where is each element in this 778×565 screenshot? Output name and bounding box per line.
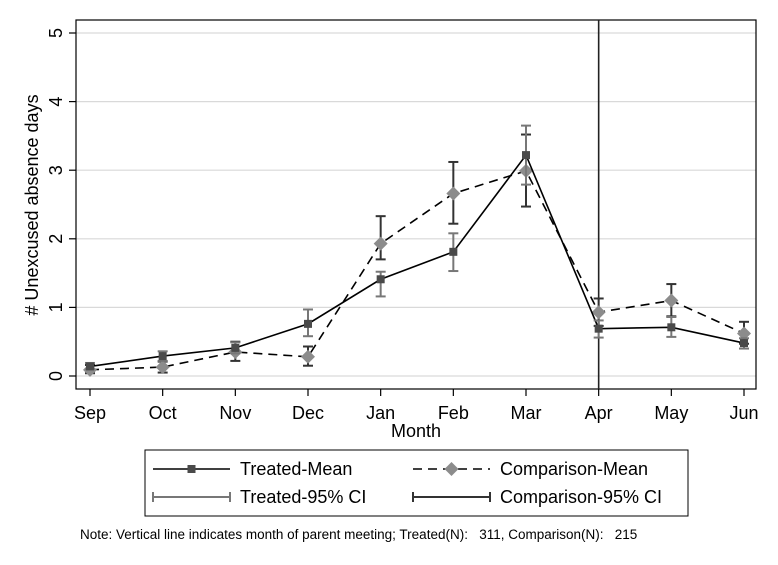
treated-mean-point (449, 247, 458, 256)
comparison-series (83, 133, 751, 377)
legend-item-treated-mean: Treated-Mean (153, 459, 352, 479)
comparison-mean-point (737, 326, 751, 341)
treated-mean-point (594, 324, 603, 333)
x-tick-label: Mar (511, 403, 542, 423)
legend: Treated-Mean Comparison-Mean Treated-95% C… (144, 449, 689, 517)
y-axis-ticks: 0 1 2 3 4 5 (46, 28, 76, 381)
comparison-mean-point (155, 360, 170, 375)
y-tick-label: 4 (46, 97, 66, 107)
x-tick-label: Sep (74, 403, 106, 423)
legend-item-treated-ci: Treated-95% CI (152, 487, 366, 507)
y-tick-label: 0 (46, 371, 66, 381)
treated-mean-point (667, 323, 676, 332)
treated-mean-point (231, 343, 240, 352)
x-tick-label: May (654, 403, 688, 423)
treated-series (85, 124, 749, 371)
series-layer (83, 124, 751, 377)
legend-item-comparison-ci: Comparison-95% CI (412, 487, 662, 507)
comparison-ci-label: Comparison-95% CI (500, 487, 662, 507)
x-tick-label: Jun (729, 403, 758, 423)
x-axis-ticks: Sep Oct Nov Dec Jan Feb Mar Apr May Jun (74, 389, 759, 423)
y-tick-label: 5 (46, 28, 66, 38)
comparison-mean-point (591, 305, 606, 320)
x-tick-label: Feb (438, 403, 469, 423)
treated-mean-label: Treated-Mean (240, 459, 352, 479)
x-tick-label: Nov (219, 403, 251, 423)
y-axis-title: # Unexcused absence days (22, 94, 42, 315)
comparison-mean-point (664, 293, 679, 308)
x-tick-label: Oct (149, 403, 177, 423)
legend-item-comparison-mean: Comparison-Mean (413, 459, 648, 479)
treated-mean-point (158, 352, 167, 361)
x-tick-label: Apr (585, 403, 613, 423)
chart-note: Note: Vertical line indicates month of p… (80, 527, 637, 542)
comparison-mean-point (301, 349, 315, 364)
treated-ci-label: Treated-95% CI (240, 487, 366, 507)
comparison-mean-point (373, 236, 388, 251)
treated-mean-swatch-marker (187, 465, 196, 473)
treated-mean-line (89, 153, 745, 368)
treated-mean-point (522, 151, 530, 160)
treated-mean-point (740, 339, 748, 348)
comparison-mean-line (89, 169, 745, 371)
comparison-mean-label: Comparison-Mean (500, 459, 648, 479)
x-tick-label: Jan (366, 403, 395, 423)
treated-mean-point (304, 319, 312, 328)
legend-items: Treated-Mean Comparison-Mean Treated-95% C… (152, 459, 662, 507)
x-axis-title: Month (391, 421, 441, 441)
y-tick-label: 1 (46, 302, 66, 312)
plot-area (75, 19, 757, 390)
y-tick-label: 3 (46, 165, 66, 175)
x-tick-label: Dec (292, 403, 324, 423)
comparison-mean-swatch-marker (444, 462, 459, 476)
comparison-mean-point (446, 186, 461, 201)
grid-lines (76, 32, 756, 377)
treated-mean-point (376, 275, 385, 284)
legend-box (144, 449, 689, 517)
y-tick-label: 2 (46, 234, 66, 244)
treated-mean-point (86, 362, 94, 371)
